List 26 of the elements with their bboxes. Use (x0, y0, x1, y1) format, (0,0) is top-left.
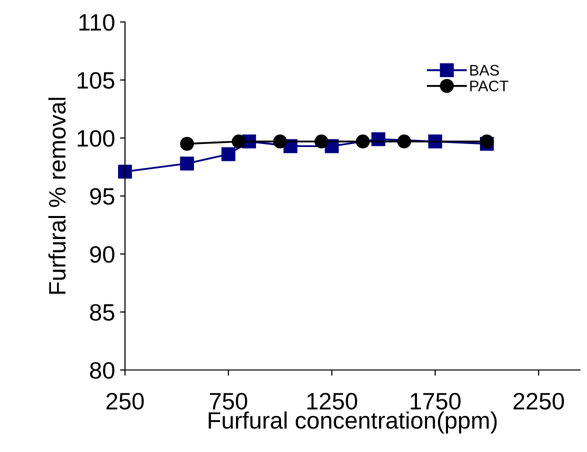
x-tick-label: 750 (210, 392, 248, 410)
x-tick-label: 2250 (514, 392, 564, 410)
point (273, 134, 288, 148)
point (221, 147, 236, 162)
point (232, 134, 246, 148)
y-axis-title: Furfural % removal (48, 98, 66, 294)
point (118, 164, 132, 179)
y-tick-label: 80 (90, 362, 114, 379)
x-tick-label: 1250 (307, 392, 358, 410)
x-tick-label: 250 (106, 392, 144, 410)
y-tick-label: 95 (90, 188, 114, 205)
point (180, 156, 194, 170)
x-axis-title: Furfural concentration(ppm) (208, 411, 497, 434)
y-tick-label: 90 (90, 246, 114, 263)
legend-label: PACT (470, 80, 508, 92)
point (397, 134, 412, 148)
y-tick-label: 110 (79, 14, 114, 31)
point (314, 134, 328, 148)
point (180, 136, 194, 151)
y-tick-label: 100 (78, 130, 114, 147)
legend-label: BAS (470, 64, 499, 76)
y-tick-label: 105 (78, 72, 114, 89)
point (356, 134, 370, 148)
y-tick-label: 85 (90, 304, 114, 321)
point (480, 134, 494, 148)
x-tick-label: 1750 (410, 392, 461, 410)
